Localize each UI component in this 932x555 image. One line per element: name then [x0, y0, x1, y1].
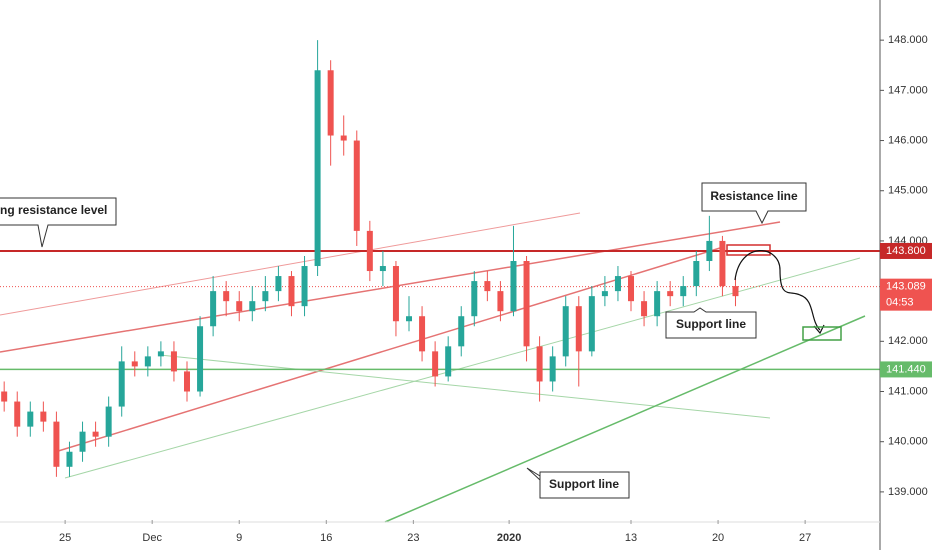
drawings: ng resistance level Resistance line Supp… — [0, 182, 842, 499]
candle-body — [536, 346, 543, 382]
candle-body — [549, 356, 556, 382]
trend-line — [64, 257, 861, 479]
callout — [665, 307, 757, 339]
candle-body — [79, 431, 86, 452]
candle-body — [406, 316, 413, 322]
target-box — [802, 326, 842, 341]
candle-body — [419, 316, 426, 352]
y-tick-label: 141.000 — [888, 385, 928, 397]
candle-body — [654, 291, 661, 317]
callout-text: Support line — [549, 477, 619, 491]
trend-line — [159, 354, 771, 419]
x-tick-label: 13 — [625, 532, 637, 544]
callout-text: Support line — [676, 317, 746, 331]
x-tick-label: Dec — [142, 532, 162, 544]
trend-lines — [0, 212, 866, 523]
last-price-box — [880, 278, 932, 311]
candle-body — [14, 401, 21, 427]
candle-body — [680, 286, 687, 297]
candle-body — [693, 261, 700, 287]
candle-body — [301, 266, 308, 307]
candle-body — [432, 351, 439, 377]
level-label-box — [880, 242, 932, 259]
callout — [0, 197, 117, 248]
candle-body — [628, 276, 635, 302]
candle-body — [458, 316, 465, 347]
candle-body — [157, 351, 164, 357]
candle-body — [523, 261, 530, 347]
candle-body — [732, 286, 739, 297]
trend-line — [0, 212, 581, 316]
candle-body — [144, 356, 151, 367]
candle-body — [262, 291, 269, 302]
candle-body — [484, 281, 491, 292]
level-label: 143.800 — [886, 245, 926, 257]
callout — [526, 467, 630, 499]
candle-body — [105, 406, 112, 437]
y-tick-label: 140.000 — [888, 436, 928, 448]
candle-body — [210, 291, 217, 327]
candle-body — [614, 276, 621, 292]
x-tick-label: 20 — [712, 532, 724, 544]
callout-text: ng resistance level — [0, 203, 107, 217]
candle-body — [575, 306, 582, 352]
candle-body — [562, 306, 569, 357]
candle-body — [471, 281, 478, 317]
candle-body — [641, 301, 648, 317]
candle-body — [601, 291, 608, 297]
candle-body — [510, 261, 517, 312]
candle-body — [327, 70, 334, 136]
candle-body — [1, 391, 8, 402]
y-tick-label: 147.000 — [888, 84, 928, 96]
candle-body — [249, 301, 256, 312]
candle-body — [27, 411, 34, 427]
last-price-label: 143.089 — [886, 281, 926, 293]
y-tick-label: 148.000 — [888, 34, 928, 46]
y-tick-label: 146.000 — [888, 134, 928, 146]
candle-body — [445, 346, 452, 377]
x-tick-label: 23 — [407, 532, 419, 544]
level-label-box — [880, 361, 932, 378]
candle-body — [706, 240, 713, 262]
candle-body — [66, 451, 73, 467]
candle-body — [40, 411, 47, 422]
trend-line — [384, 315, 866, 523]
y-tick-label: 145.000 — [888, 185, 928, 197]
candle-body — [275, 276, 282, 292]
candle-body — [366, 230, 373, 272]
x-tick-label: 9 — [236, 532, 242, 544]
level-label: 141.440 — [886, 363, 926, 375]
candle-body — [184, 371, 191, 392]
candle-body — [236, 301, 243, 312]
callout-text: Resistance line — [710, 189, 798, 203]
candle-body — [667, 291, 674, 297]
candle-body — [379, 266, 386, 272]
trend-line — [54, 247, 721, 453]
x-tick-label: 2020 — [497, 532, 521, 544]
candle-body — [719, 240, 726, 287]
y-tick-label: 139.000 — [888, 486, 928, 498]
candle-body — [314, 70, 321, 267]
x-tick-label: 25 — [59, 532, 71, 544]
countdown: 04:53 — [886, 297, 914, 309]
candle-body — [131, 361, 138, 367]
y-tick-label: 142.000 — [888, 335, 928, 347]
candle-body — [392, 266, 399, 322]
candle-body — [497, 291, 504, 312]
candle-body — [340, 135, 347, 141]
candle-body — [588, 296, 595, 352]
candle-body — [53, 421, 60, 467]
candle-body — [223, 291, 230, 302]
x-tick-label: 16 — [320, 532, 332, 544]
candle-body — [92, 431, 99, 437]
forecast-arrow — [734, 250, 821, 331]
candle-body — [118, 361, 125, 407]
callout — [701, 182, 807, 225]
candle-body — [170, 351, 177, 372]
x-tick-label: 27 — [799, 532, 811, 544]
candle-body — [197, 326, 204, 392]
candle-body — [353, 140, 360, 231]
candle-body — [288, 276, 295, 307]
